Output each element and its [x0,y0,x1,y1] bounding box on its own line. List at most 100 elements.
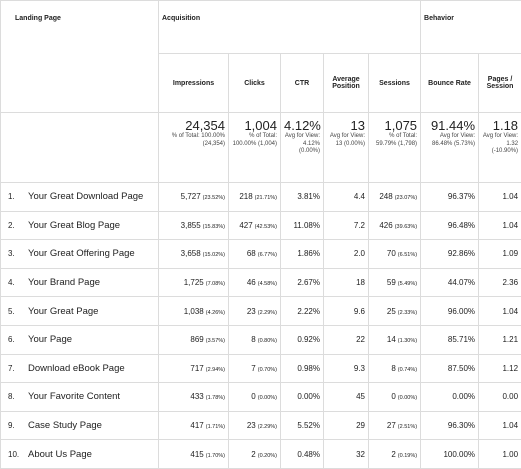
landing-page[interactable]: Your Favorite Content [28,391,120,402]
landing-page[interactable]: Case Study Page [28,420,102,431]
metric-cell: 1.21 [479,325,521,354]
metric-value: 46 [247,278,256,287]
metric-value: 0.00% [452,392,475,401]
metric-cell: 0.92% [281,325,324,354]
metric-percent: (1.70%) [206,453,225,459]
metric-value: 433 [190,392,203,401]
metric-percent: (23.07%) [395,195,417,201]
metric-value: 2 [251,450,255,459]
metric-value: 23 [247,421,256,430]
landing-page-cell: 9.Case Study Page [1,411,159,440]
metric-cell: 5,727(23.52%) [159,183,229,212]
metric-cell: 2(0.19%) [369,440,421,469]
column-header: Sessions [369,54,421,113]
landing-page[interactable]: Your Brand Page [28,277,100,288]
metric-cell: 8(0.74%) [369,354,421,383]
metric-cell: 1.04 [479,183,521,212]
metric-percent: (7.08%) [206,281,225,287]
metric-cell: 96.00% [421,297,479,326]
landing-page[interactable]: Your Page [28,334,72,345]
metric-value: 59 [387,278,396,287]
metric-value: 96.37% [448,192,475,201]
metric-value: 1.00 [502,450,518,459]
metric-value: 32 [356,450,365,459]
row-number: 1. [4,192,28,201]
totals-label [1,113,159,183]
metric-cell: 23(2.29%) [229,297,281,326]
metric-value: 1.86% [297,249,320,258]
metric-value: 5,727 [181,192,201,201]
metric-value: 100.00% [443,450,475,459]
landing-page-cell: 7.Download eBook Page [1,354,159,383]
metric-value: 0.98% [297,364,320,373]
metric-percent: (0.70%) [258,367,277,373]
metric-value: 7.2 [354,221,365,230]
metric-percent: (1.71%) [206,424,225,430]
metric-value: 2.36 [502,278,518,287]
landing-page-cell: 10.About Us Page [1,440,159,469]
metric-value: 5.52% [297,421,320,430]
metric-value: 8 [251,335,255,344]
landing-page[interactable]: Your Great Download Page [28,191,143,202]
metric-value: 869 [190,335,203,344]
total-note: Avg for View: 1.32 (-10.90%) [482,133,518,156]
row-number: 8. [4,392,28,401]
metric-value: 92.86% [448,249,475,258]
row-number: 4. [4,278,28,287]
total-value: 1,004 [232,119,277,133]
landing-page[interactable]: Download eBook Page [28,363,125,374]
metric-cell: 96.30% [421,411,479,440]
column-header: Clicks [229,54,281,113]
landing-page[interactable]: Your Great Blog Page [28,220,120,231]
metric-cell: 2.67% [281,268,324,297]
column-header: CTR [281,54,324,113]
landing-page[interactable]: Your Great Offering Page [28,248,135,259]
landing-page-cell: 6.Your Page [1,325,159,354]
metric-value: 11.08% [293,221,320,230]
total-cell: 24,354% of Total: 100.00% (24,354) [159,113,229,183]
metric-percent: (0.19%) [398,453,417,459]
totals-row: 24,354% of Total: 100.00% (24,354)1,004%… [1,113,521,183]
metric-cell: 0.48% [281,440,324,469]
metric-percent: (5.49%) [398,281,417,287]
metric-value: 1.04 [502,421,518,430]
landing-page[interactable]: About Us Page [28,449,92,460]
metric-value: 3.81% [297,192,320,201]
row-number: 10. [4,450,28,459]
metric-cell: 1.12 [479,354,521,383]
metric-value: 1.04 [502,307,518,316]
row-number: 3. [4,249,28,258]
landing-page-cell: 1.Your Great Download Page [1,183,159,212]
row-number: 5. [4,307,28,316]
metric-value: 1.04 [502,192,518,201]
metric-percent: (4.58%) [258,281,277,287]
metric-value: 87.50% [448,364,475,373]
metric-value: 2.67% [297,278,320,287]
metric-cell: 96.48% [421,211,479,240]
metric-cell: 0.98% [281,354,324,383]
metric-value: 1,038 [184,307,204,316]
metric-cell: 248(23.07%) [369,183,421,212]
metric-cell: 3.81% [281,183,324,212]
total-value: 91.44% [424,119,475,133]
metric-value: 2.22% [297,307,320,316]
metric-value: 427 [239,221,252,230]
landing-page[interactable]: Your Great Page [28,306,98,317]
metric-value: 25 [387,307,396,316]
metric-cell: 1.86% [281,240,324,269]
column-header: Average Position [324,54,369,113]
metric-percent: (2.33%) [398,310,417,316]
metric-cell: 3,658(15.02%) [159,240,229,269]
metric-cell: 0(0.00%) [369,383,421,412]
metric-value: 4.4 [354,192,365,201]
metric-cell: 1.09 [479,240,521,269]
metric-cell: 2.36 [479,268,521,297]
metric-percent: (4.26%) [206,310,225,316]
metric-value: 2 [391,450,395,459]
